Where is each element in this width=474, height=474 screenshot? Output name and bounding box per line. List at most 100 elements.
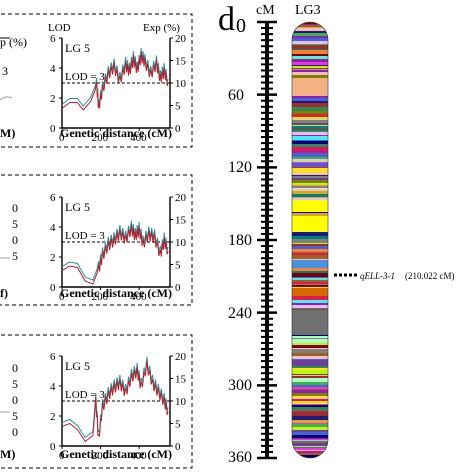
y-tick-label: 2 — [50, 93, 56, 105]
chromosome-band — [292, 339, 328, 343]
svg-text:0: 0 — [12, 361, 18, 375]
map-ruler-labels: 60 120 180 240 300 360 — [228, 87, 252, 466]
chromosome-band — [292, 356, 328, 359]
chromosome-band — [292, 56, 328, 59]
chromosome-band — [292, 188, 328, 189]
map-tick-label: 240 — [228, 305, 252, 322]
chromosome-band — [292, 189, 328, 191]
chromosome-band — [292, 140, 328, 141]
x-tick-label: 400 — [130, 291, 147, 303]
map-group-label: LG3 — [295, 3, 321, 18]
chromosome-band — [292, 390, 328, 393]
x-tick-label: 200 — [92, 132, 109, 144]
chromosome-band — [292, 117, 328, 119]
panel-box-middle — [0, 174, 193, 306]
chromosome-band — [292, 107, 328, 111]
chromosome-outline — [291, 21, 329, 459]
chromosome-band — [292, 273, 328, 277]
y-tick-label: 4 — [50, 63, 56, 75]
chromosome-band — [292, 69, 328, 70]
y2-tick-label: 0 — [175, 123, 181, 135]
lod-axis-label: LOD — [48, 22, 71, 34]
chromosome-band — [292, 443, 328, 446]
chromosome-band — [292, 440, 328, 441]
y-tick-label: 0 — [50, 123, 56, 135]
linkage-group-label: LG 5 — [65, 200, 90, 214]
chromosome-band — [292, 387, 328, 389]
chromosome-band — [292, 420, 328, 423]
chromosome-band — [292, 198, 328, 201]
chromosome-band — [292, 252, 328, 253]
chromosome-band — [292, 430, 328, 432]
chromosome-band — [292, 267, 328, 271]
chromosome-band — [292, 103, 328, 107]
chromosome-band — [292, 305, 328, 308]
chromosome-band — [292, 374, 328, 375]
y2-tick-label: 15 — [175, 374, 187, 386]
svg-text:5: 5 — [12, 249, 18, 263]
chromosome-band — [292, 376, 328, 378]
x-tick-label: 400 — [130, 132, 147, 144]
map-tick-label: 60 — [228, 87, 244, 104]
chromosome-band — [292, 22, 328, 24]
chromosome-band — [292, 130, 328, 132]
chromosome-band — [292, 66, 328, 68]
chromosome-band — [292, 359, 328, 360]
panel-box-top — [0, 13, 193, 148]
chromosome-band — [292, 159, 328, 161]
chromosome-band — [292, 353, 328, 356]
chromosome-band — [292, 147, 328, 148]
chromosome-band — [292, 135, 328, 136]
chromosome-band — [292, 348, 328, 349]
chromosome-band — [292, 200, 328, 212]
chromosome-band — [292, 277, 328, 278]
chromosome-band — [292, 451, 328, 453]
chromosome-band — [292, 447, 328, 448]
map-tick-label: 360 — [228, 449, 252, 466]
chromosome-band — [292, 416, 328, 420]
chromosome-band — [292, 171, 328, 173]
chromosome-band — [292, 310, 328, 335]
lod-series-line — [61, 51, 169, 111]
chromosome-band — [292, 126, 328, 129]
chromosome-band — [292, 65, 328, 66]
chromosome-band — [292, 259, 328, 260]
chromosome-band — [292, 296, 328, 300]
chromosome-band — [292, 439, 328, 440]
x-tick-label: 400 — [130, 450, 147, 462]
chromosome-band — [292, 362, 328, 366]
chromosome-band — [292, 285, 328, 287]
chromosome-band — [292, 180, 328, 183]
chromosome-band — [292, 441, 328, 443]
lod-threshold-label: LOD = 3 — [65, 71, 105, 83]
chromosome-band — [292, 360, 328, 362]
chromosome-band — [292, 438, 328, 439]
y-tick-label: 0 — [50, 282, 56, 294]
chromosome-band — [292, 349, 328, 353]
chromosome-band — [292, 194, 328, 197]
chromosome-band — [292, 185, 328, 186]
chromosome-band — [292, 153, 328, 157]
chromosome-band — [292, 78, 328, 96]
chromosome-band — [292, 216, 328, 232]
chromosome-band — [292, 375, 328, 376]
cropped-left-panel-top: p (%) 3 M) — [0, 35, 27, 140]
map-tick-label: 300 — [228, 377, 252, 394]
chromosome-band — [292, 249, 328, 252]
y-tick-label: 6 — [50, 33, 56, 45]
map-zero-label: 0 — [236, 15, 246, 37]
chromosome-band — [292, 255, 328, 259]
chromosome-band — [292, 45, 328, 49]
map-tick-label: 180 — [228, 232, 252, 249]
svg-text:5: 5 — [12, 377, 18, 391]
chromosome-band — [292, 191, 328, 194]
cropped-axis-label: M) — [0, 126, 15, 140]
chromosome-band — [292, 303, 328, 305]
chromosome-band — [292, 25, 328, 27]
y2-tick-label: 0 — [175, 282, 181, 294]
cropped-axis-label-3: M) — [0, 447, 15, 461]
chromosome-band — [292, 368, 328, 370]
